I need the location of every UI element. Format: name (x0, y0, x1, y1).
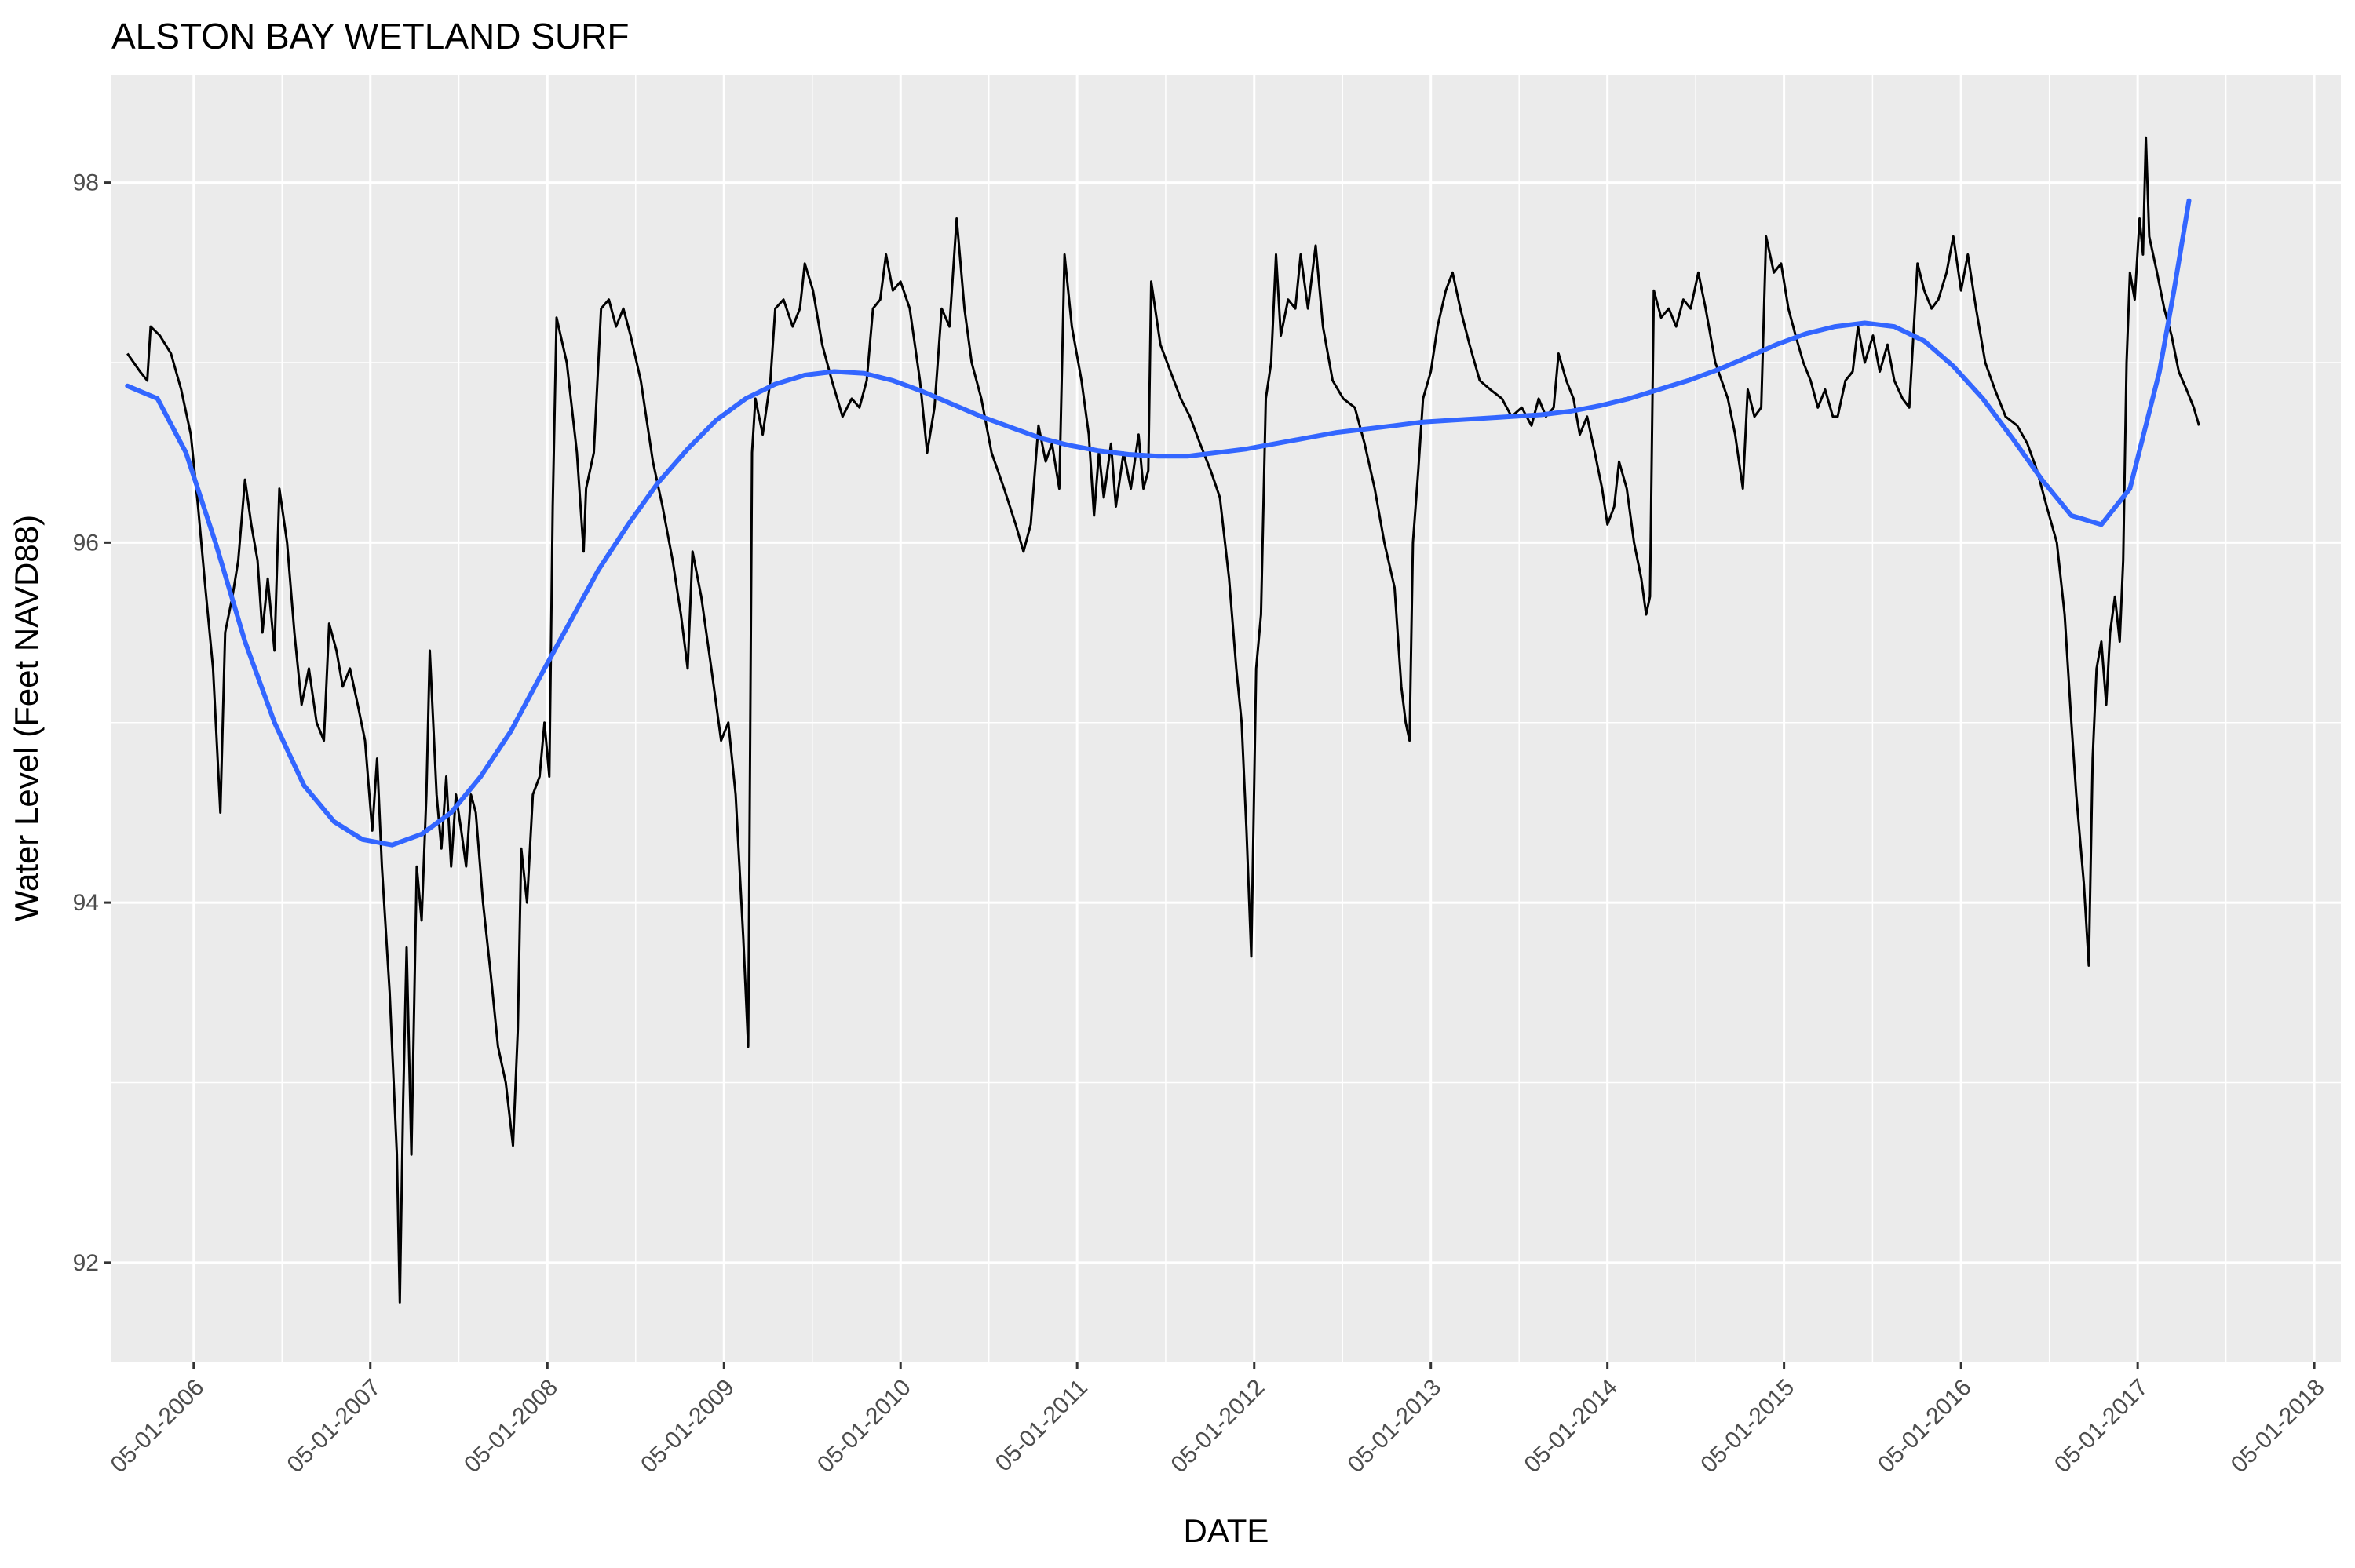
x-tick-label: 05-01-2008 (459, 1374, 563, 1478)
x-tick-label: 05-01-2014 (1519, 1374, 1623, 1478)
x-tick-label: 05-01-2017 (2050, 1374, 2153, 1478)
chart-title: ALSTON BAY WETLAND SURF (111, 16, 629, 57)
x-tick-label: 05-01-2009 (636, 1374, 739, 1478)
y-tick-label: 94 (73, 890, 99, 916)
smoothed-trend-line (125, 198, 2192, 848)
x-tick-label: 05-01-2013 (1343, 1374, 1447, 1478)
x-axis: 05-01-2006 05-01-2007 05-01-2008 05-01-2009… (106, 1362, 2330, 1478)
x-tick-label: 05-01-2018 (2226, 1374, 2330, 1478)
x-tick-label: 05-01-2015 (1696, 1374, 1799, 1478)
plot-panel (111, 75, 2341, 1362)
observed-water-level-line (126, 136, 2200, 1304)
x-tick-label: 05-01-2007 (283, 1374, 386, 1478)
y-tick-label: 98 (73, 170, 99, 196)
y-tick-label: 96 (73, 530, 99, 556)
x-tick-label: 05-01-2012 (1167, 1374, 1270, 1478)
y-axis-title: Water Level (Feet NAVD88) (8, 515, 45, 921)
y-tick-label: 92 (73, 1250, 99, 1276)
x-tick-label: 05-01-2011 (991, 1374, 1093, 1476)
x-tick-label: 05-01-2006 (106, 1374, 210, 1478)
x-tick-label: 05-01-2010 (812, 1374, 916, 1478)
x-tick-label: 05-01-2016 (1873, 1374, 1977, 1478)
x-axis-title: DATE (1184, 1512, 1269, 1549)
y-axis: 92 94 96 98 (73, 170, 111, 1276)
